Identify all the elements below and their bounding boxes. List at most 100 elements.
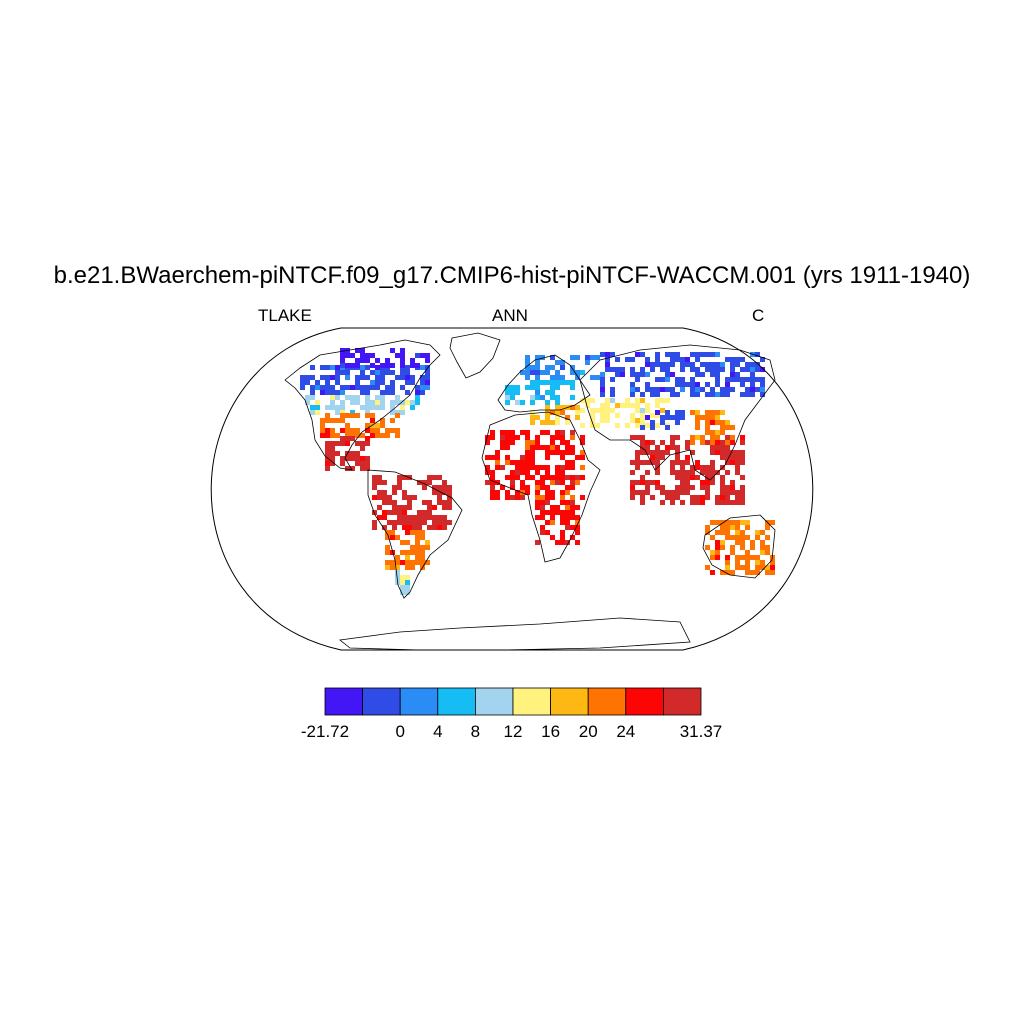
lake-cell [560, 470, 565, 475]
lake-cell [370, 353, 375, 358]
lake-cell [315, 380, 320, 385]
lake-cell [447, 490, 452, 495]
lake-cell [432, 490, 437, 495]
lake-cell [590, 375, 595, 380]
lake-cell [395, 410, 400, 415]
lake-cell [595, 423, 600, 428]
lake-cell [545, 510, 550, 515]
lake-cell [580, 455, 585, 460]
lake-cell [525, 385, 530, 390]
lake-cell [525, 440, 530, 445]
lake-cell [655, 485, 660, 490]
lake-cell [570, 495, 575, 500]
lake-cell [745, 550, 750, 555]
lake-cell [510, 485, 515, 490]
lake-cell [550, 490, 555, 495]
lake-cell [385, 433, 390, 438]
lake-cell [380, 375, 385, 380]
lake-cell [735, 500, 740, 505]
lake-cell [540, 500, 545, 505]
lake-cell [715, 495, 720, 500]
lake-cell [417, 520, 422, 525]
lake-cell [555, 420, 560, 425]
lake-cell [355, 441, 360, 446]
lake-cell [715, 410, 720, 415]
colorbar-tick-label: 12 [504, 722, 523, 741]
lake-cell [710, 480, 715, 485]
lake-cell [555, 445, 560, 450]
lake-cell [385, 428, 390, 433]
lake-cell [432, 520, 437, 525]
lake-cell [350, 400, 355, 405]
lake-cell [377, 475, 382, 480]
lake-cell [545, 485, 550, 490]
lake-cell [710, 435, 715, 440]
lake-cell [365, 385, 370, 390]
lake-cell [540, 515, 545, 520]
lake-cell [660, 377, 665, 382]
lake-cell [665, 490, 670, 495]
lake-cell [390, 405, 395, 410]
lake-cell [442, 500, 447, 505]
lake-cell [350, 363, 355, 368]
lake-cell [680, 410, 685, 415]
lake-cell [420, 390, 425, 395]
lake-cell [660, 367, 665, 372]
lake-cell [315, 385, 320, 390]
lake-cell [545, 415, 550, 420]
lake-cell [505, 390, 510, 395]
lake-cell [422, 500, 427, 505]
lake-cell [397, 510, 402, 515]
lake-cell [360, 348, 365, 353]
lake-cell [585, 398, 590, 403]
lake-cell [447, 495, 452, 500]
lake-cell [535, 490, 540, 495]
lake-cell [665, 450, 670, 455]
lake-cell [570, 365, 575, 370]
lake-cell [335, 433, 340, 438]
lake-cell [365, 456, 370, 461]
lake-cell [320, 365, 325, 370]
lake-cell [325, 375, 330, 380]
lake-cell [650, 413, 655, 418]
lake-cell [705, 475, 710, 480]
lake-cell [740, 455, 745, 460]
lake-cell [630, 485, 635, 490]
lake-cell [745, 570, 750, 575]
lake-cell [555, 465, 560, 470]
lake-cell [760, 377, 765, 382]
lake-cell [372, 480, 377, 485]
lake-cell [725, 500, 730, 505]
lake-cell [385, 550, 390, 555]
lake-cell [630, 435, 635, 440]
lake-cell [437, 475, 442, 480]
lake-cell [335, 395, 340, 400]
lake-cell [695, 465, 700, 470]
lake-cell [515, 475, 520, 480]
lake-cell [720, 450, 725, 455]
lake-cell [530, 475, 535, 480]
lake-cell [520, 485, 525, 490]
lake-cell [305, 400, 310, 405]
lake-cell [550, 355, 555, 360]
lake-cell [570, 525, 575, 530]
lake-cell [365, 428, 370, 433]
lake-cell [740, 435, 745, 440]
lake-cell [705, 420, 710, 425]
lake-cell [545, 405, 550, 410]
lake-cell [520, 370, 525, 375]
lake-cell [525, 475, 530, 480]
lake-cell [400, 375, 405, 380]
lake-cell [510, 430, 515, 435]
lake-cell [725, 460, 730, 465]
colorbar-box [474, 687, 514, 716]
lake-cell [330, 365, 335, 370]
lake-cell [400, 348, 405, 353]
lake-cell [610, 398, 615, 403]
lake-cell [690, 410, 695, 415]
lake-cell [675, 460, 680, 465]
lake-cell [645, 408, 650, 413]
lake-cell [750, 540, 755, 545]
lake-cell [670, 352, 675, 357]
